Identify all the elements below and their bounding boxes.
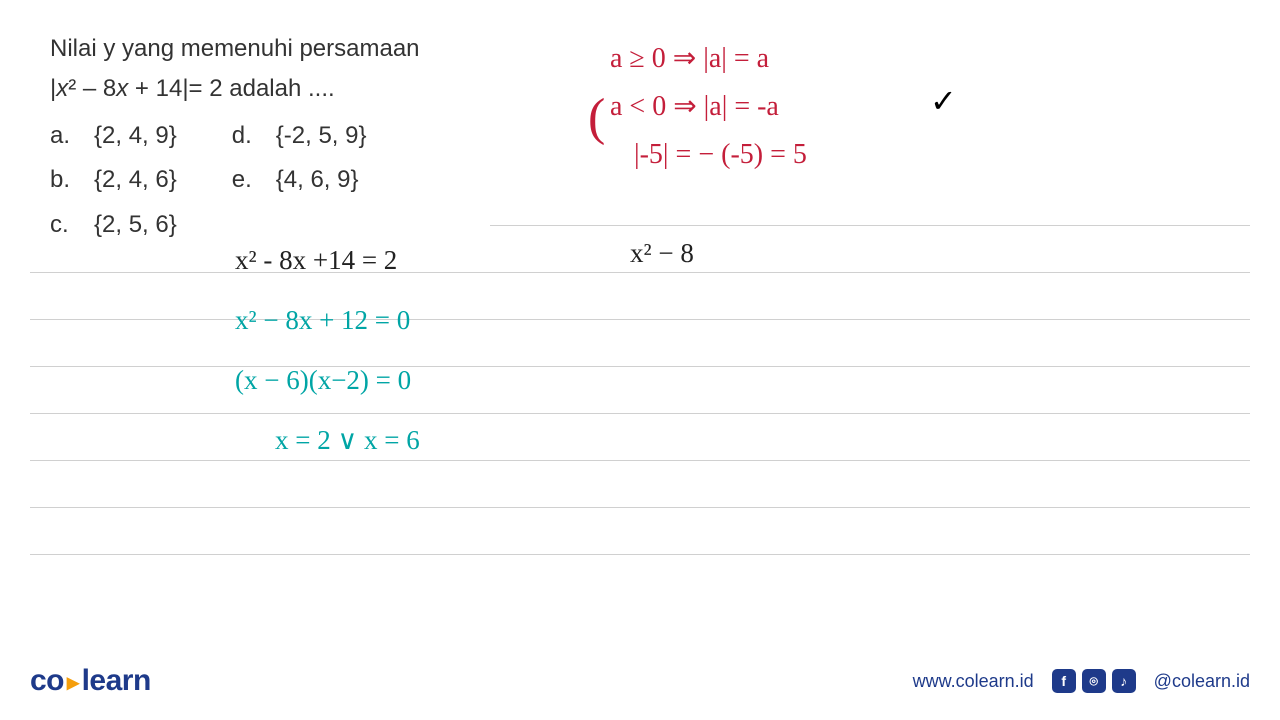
absolute-value-rules: a ≥ 0 ⇒ |a| = a a < 0 ⇒ |a| = -a |-5| = …: [610, 38, 807, 182]
footer-url: www.colearn.id: [913, 671, 1034, 692]
rule-line: [30, 413, 1250, 460]
footer-right: www.colearn.id f ⌾ ♪ @colearn.id: [913, 669, 1250, 693]
brace-icon: (: [588, 88, 605, 147]
brand-logo: co▸learn: [30, 664, 151, 698]
work-eq1: x² - 8x +14 = 2: [235, 238, 420, 284]
social-icons: f ⌾ ♪: [1052, 669, 1136, 693]
rule-line: [30, 460, 1250, 507]
tiktok-icon: ♪: [1112, 669, 1136, 693]
rule-line: [30, 554, 1250, 601]
facebook-icon: f: [1052, 669, 1076, 693]
option-a: a. {2, 4, 9}: [50, 117, 177, 155]
rule-neg: a < 0 ⇒ |a| = -a: [610, 86, 807, 128]
rule-nonneg: a ≥ 0 ⇒ |a| = a: [610, 38, 807, 80]
work-eq2: x² − 8x + 12 = 0: [235, 298, 420, 344]
rule-line: [30, 366, 1250, 413]
option-b: b. {2, 4, 6}: [50, 161, 177, 199]
rule-line: [30, 272, 1250, 319]
logo-co: co: [30, 664, 64, 697]
work-eq4: x = 2 ∨ x = 6: [235, 418, 420, 464]
ruled-paper: [30, 225, 1250, 601]
option-value: {-2, 5, 9}: [276, 117, 367, 155]
problem-title: Nilai y yang memenuhi persamaan: [50, 30, 420, 68]
instagram-icon: ⌾: [1082, 669, 1106, 693]
logo-learn: learn: [82, 664, 151, 697]
option-label: b.: [50, 161, 74, 199]
work-right-partial: x² − 8: [630, 238, 694, 269]
problem-block: Nilai y yang memenuhi persamaan |x² – 8x…: [50, 30, 420, 244]
work-left: x² - 8x +14 = 2 x² − 8x + 12 = 0 (x − 6)…: [235, 238, 420, 478]
rule-line: [490, 225, 1250, 272]
option-value: {2, 4, 9}: [94, 117, 177, 155]
option-value: {4, 6, 9}: [276, 161, 359, 199]
footer: co▸learn www.colearn.id f ⌾ ♪ @colearn.i…: [0, 664, 1280, 698]
rule-line: [30, 507, 1250, 554]
checkmark-icon: ✓: [930, 82, 957, 120]
logo-dot-icon: ▸: [64, 669, 82, 696]
footer-handle: @colearn.id: [1154, 671, 1250, 692]
rule-example: |-5| = − (-5) = 5: [610, 134, 807, 176]
rule-line: [30, 319, 1250, 366]
option-label: d.: [232, 117, 256, 155]
option-label: a.: [50, 117, 74, 155]
option-label: e.: [232, 161, 256, 199]
option-value: {2, 4, 6}: [94, 161, 177, 199]
work-eq3: (x − 6)(x−2) = 0: [235, 358, 420, 404]
option-e: e. {4, 6, 9}: [232, 161, 367, 199]
option-d: d. {-2, 5, 9}: [232, 117, 367, 155]
problem-equation: |x² – 8x + 14|= 2 adalah ....: [50, 70, 420, 108]
